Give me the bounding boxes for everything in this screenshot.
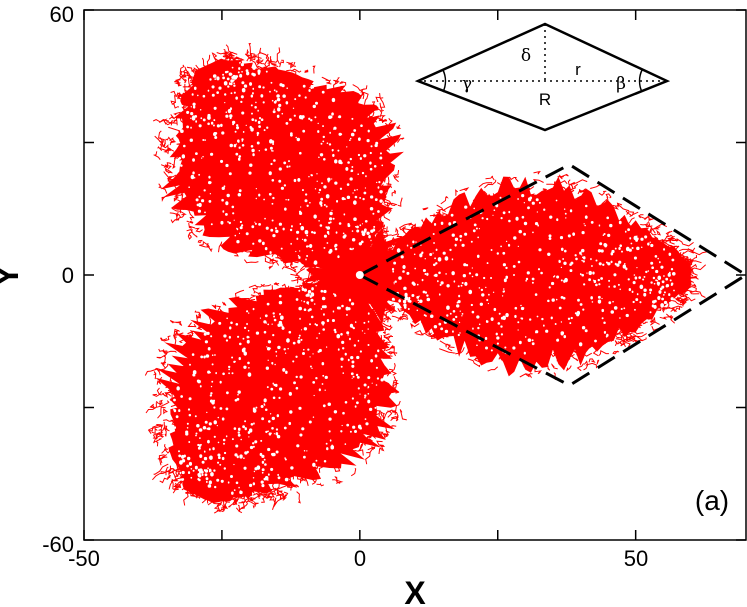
cluster-arm-body <box>160 58 404 284</box>
inset-label-delta: δ <box>521 46 531 66</box>
inset-rhombus-schematic: δ γ r β R <box>414 22 671 132</box>
inset-label-gamma: γ <box>462 74 472 94</box>
dla-cluster <box>144 43 708 514</box>
cluster-arm-branches <box>144 261 409 514</box>
x-tick-label-zero: 0 <box>354 546 366 571</box>
inset-label-R: R <box>539 90 551 109</box>
x-axis-label: X <box>404 575 426 607</box>
cluster-arm-pores <box>180 63 384 265</box>
y-tick-label-top: 60 <box>50 2 74 27</box>
y-axis-label: Y <box>0 265 25 286</box>
cluster-arm <box>152 43 409 290</box>
cluster-arm-pores <box>391 194 676 355</box>
x-tick-label-right: 50 <box>624 546 648 571</box>
inset-angle-arc-left <box>442 69 447 93</box>
cluster-arm <box>356 170 708 381</box>
y-tick-label-bottom: -60 <box>42 532 74 557</box>
cluster-arm-body <box>359 176 691 377</box>
rhombus-outline <box>356 162 746 388</box>
origin-marker <box>355 271 364 279</box>
y-tick-label-zero: 0 <box>62 263 74 288</box>
inset-angle-arc-right <box>638 69 643 93</box>
inset-label-beta: β <box>616 74 626 94</box>
cluster-arm-branches <box>152 43 409 290</box>
axis-ticks <box>83 9 746 541</box>
inset-label-r: r <box>575 60 581 79</box>
cluster-arm <box>144 261 409 514</box>
x-tick-label-left: -50 <box>68 546 100 571</box>
panel-label: (a) <box>695 485 729 516</box>
inset-rhombus <box>414 22 671 132</box>
